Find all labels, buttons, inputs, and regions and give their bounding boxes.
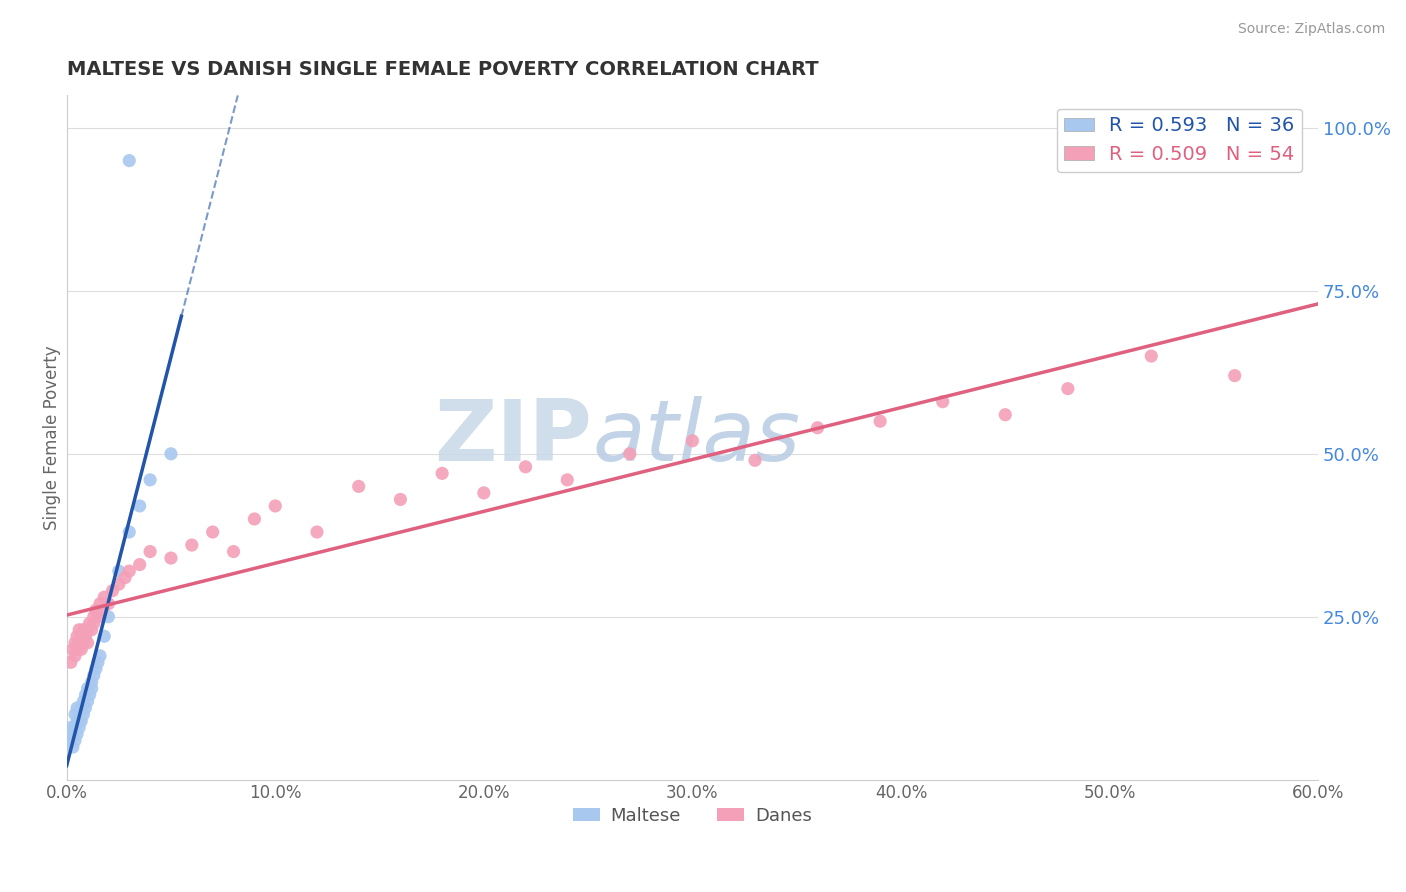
Point [70, 714, 93, 728]
Point [108, 577, 131, 591]
Point [63, 707, 86, 722]
Text: Source: ZipAtlas.com: Source: ZipAtlas.com [1237, 22, 1385, 37]
Point [994, 408, 1017, 422]
Point [1140, 349, 1163, 363]
Point [1223, 368, 1246, 383]
Point [70, 642, 93, 657]
Point [222, 544, 245, 558]
Point [76, 623, 98, 637]
Point [97, 597, 120, 611]
Point [72, 707, 94, 722]
Point [62, 642, 84, 657]
Point [160, 551, 183, 566]
Point [555, 473, 578, 487]
Point [76, 694, 98, 708]
Point [70, 701, 93, 715]
Point [66, 642, 89, 657]
Point [118, 153, 141, 168]
Point [128, 558, 150, 572]
Point [83, 616, 105, 631]
Point [84, 603, 107, 617]
Point [389, 492, 412, 507]
Point [515, 459, 537, 474]
Point [63, 648, 86, 663]
Legend: Maltese, Danes: Maltese, Danes [565, 800, 820, 832]
Point [118, 564, 141, 578]
Point [869, 414, 891, 428]
Point [76, 681, 98, 696]
Point [264, 499, 287, 513]
Point [75, 629, 97, 643]
Point [91, 603, 114, 617]
Point [93, 590, 115, 604]
Point [66, 727, 89, 741]
Point [89, 597, 111, 611]
Point [58, 733, 80, 747]
Point [67, 623, 90, 637]
Point [75, 688, 97, 702]
Point [681, 434, 703, 448]
Point [59, 721, 82, 735]
Point [67, 721, 90, 735]
Text: MALTESE VS DANISH SINGLE FEMALE POVERTY CORRELATION CHART: MALTESE VS DANISH SINGLE FEMALE POVERTY … [66, 60, 818, 78]
Point [931, 394, 953, 409]
Point [72, 623, 94, 637]
Point [305, 524, 328, 539]
Point [1056, 382, 1078, 396]
Point [62, 727, 84, 741]
Point [160, 447, 183, 461]
Point [66, 701, 89, 715]
Point [744, 453, 766, 467]
Point [79, 616, 101, 631]
Point [67, 707, 90, 722]
Point [63, 721, 86, 735]
Point [72, 636, 94, 650]
Point [75, 701, 97, 715]
Text: atlas: atlas [592, 396, 800, 479]
Point [63, 636, 86, 650]
Y-axis label: Single Female Poverty: Single Female Poverty [44, 345, 60, 530]
Point [97, 609, 120, 624]
Point [243, 512, 266, 526]
Point [70, 629, 93, 643]
Point [67, 636, 90, 650]
Point [619, 447, 641, 461]
Point [84, 662, 107, 676]
Point [72, 694, 94, 708]
Point [128, 499, 150, 513]
Point [114, 571, 136, 585]
Point [347, 479, 370, 493]
Point [89, 648, 111, 663]
Point [59, 656, 82, 670]
Point [118, 524, 141, 539]
Point [80, 674, 103, 689]
Point [87, 609, 110, 624]
Point [101, 583, 124, 598]
Point [93, 629, 115, 643]
Point [139, 473, 162, 487]
Point [806, 421, 828, 435]
Point [62, 739, 84, 754]
Point [139, 544, 162, 558]
Point [66, 629, 89, 643]
Point [472, 486, 495, 500]
Point [83, 609, 105, 624]
Point [87, 656, 110, 670]
Point [108, 564, 131, 578]
Point [80, 681, 103, 696]
Point [63, 733, 86, 747]
Point [66, 714, 89, 728]
Point [201, 524, 224, 539]
Point [76, 636, 98, 650]
Point [83, 668, 105, 682]
Point [80, 623, 103, 637]
Point [180, 538, 202, 552]
Point [67, 714, 90, 728]
Text: ZIP: ZIP [434, 396, 592, 479]
Point [79, 688, 101, 702]
Point [430, 467, 453, 481]
